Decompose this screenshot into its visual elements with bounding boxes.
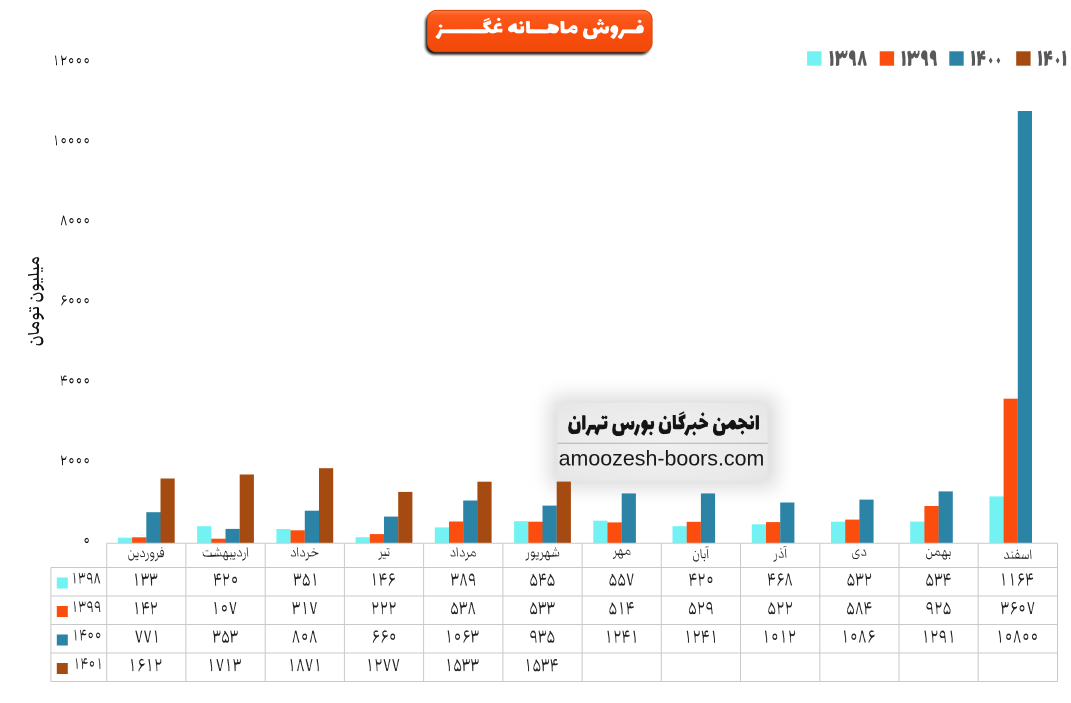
svg-text:amoozesh-boors.com: amoozesh-boors.com (559, 447, 765, 471)
